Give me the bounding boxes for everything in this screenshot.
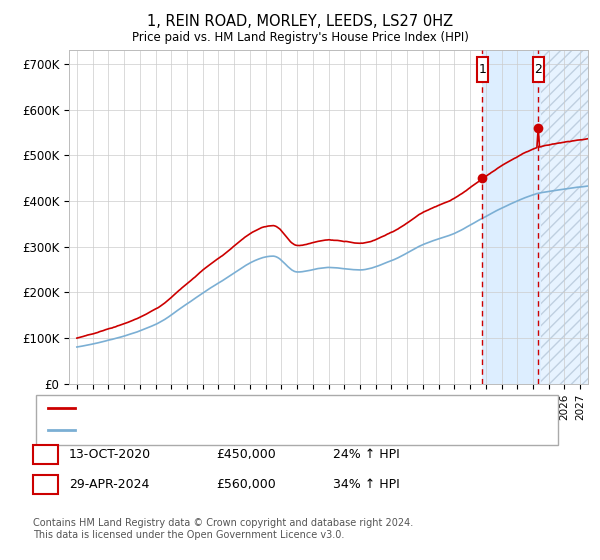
Text: HPI: Average price, detached house, Leeds: HPI: Average price, detached house, Leed… — [81, 425, 316, 435]
Text: 1: 1 — [41, 448, 50, 461]
Text: 29-APR-2024: 29-APR-2024 — [69, 478, 149, 491]
Text: £560,000: £560,000 — [216, 478, 276, 491]
Text: 2: 2 — [534, 63, 542, 76]
Text: £450,000: £450,000 — [216, 448, 276, 461]
FancyBboxPatch shape — [477, 57, 488, 82]
Text: 1, REIN ROAD, MORLEY, LEEDS, LS27 0HZ (detached house): 1, REIN ROAD, MORLEY, LEEDS, LS27 0HZ (d… — [81, 403, 410, 413]
Text: 1: 1 — [479, 63, 487, 76]
Text: 2: 2 — [41, 478, 50, 491]
Text: 1, REIN ROAD, MORLEY, LEEDS, LS27 0HZ: 1, REIN ROAD, MORLEY, LEEDS, LS27 0HZ — [147, 14, 453, 29]
Text: 24% ↑ HPI: 24% ↑ HPI — [333, 448, 400, 461]
Bar — [541, 50, 588, 384]
Text: 34% ↑ HPI: 34% ↑ HPI — [333, 478, 400, 491]
Bar — [541, 50, 588, 384]
Text: Price paid vs. HM Land Registry's House Price Index (HPI): Price paid vs. HM Land Registry's House … — [131, 31, 469, 44]
Bar — [482, 50, 541, 384]
Text: Contains HM Land Registry data © Crown copyright and database right 2024.
This d: Contains HM Land Registry data © Crown c… — [33, 518, 413, 540]
Text: 13-OCT-2020: 13-OCT-2020 — [69, 448, 151, 461]
FancyBboxPatch shape — [533, 57, 544, 82]
